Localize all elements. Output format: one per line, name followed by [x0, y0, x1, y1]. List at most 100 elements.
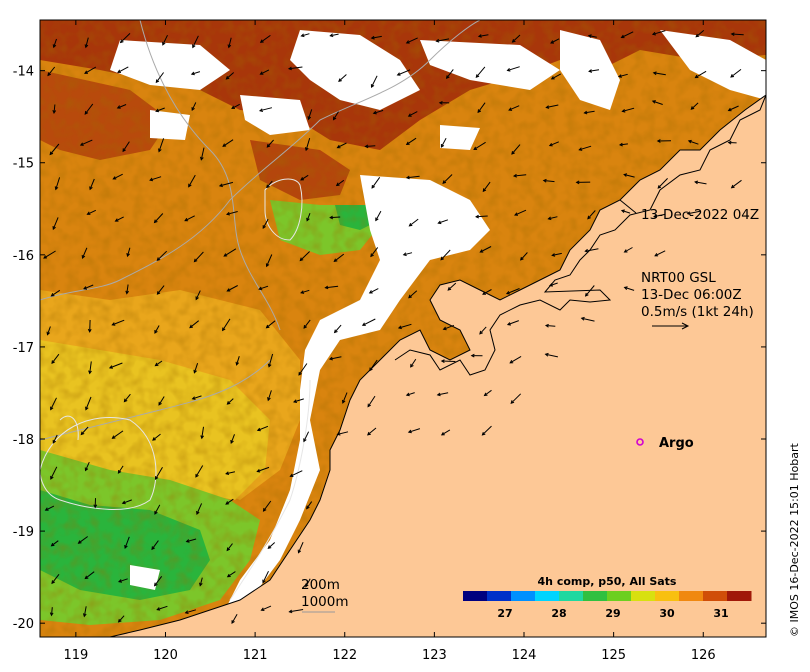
current-vector-head — [475, 74, 480, 79]
current-vector — [369, 288, 379, 294]
current-vector-head — [470, 353, 475, 358]
current-vector — [406, 175, 420, 179]
current-vector-head — [259, 39, 264, 43]
plot-frame — [39, 19, 767, 638]
current-vector-head — [338, 78, 342, 83]
current-vector — [406, 392, 415, 396]
current-vector-head — [652, 71, 657, 76]
current-vector — [225, 471, 236, 475]
current-vector-head — [49, 612, 54, 617]
current-vector — [545, 325, 556, 327]
current-vector — [409, 218, 419, 227]
current-vector — [47, 326, 51, 335]
current-vector-head — [442, 326, 447, 331]
current-vector-head — [267, 363, 272, 368]
current-vector-head — [153, 219, 158, 224]
current-vector-head — [84, 575, 89, 580]
current-vector-head — [368, 290, 373, 294]
current-vector-head — [587, 34, 592, 38]
current-vector-head — [727, 140, 732, 145]
current-vector-head — [231, 620, 235, 625]
current-vector — [222, 318, 231, 331]
current-vector — [410, 358, 417, 368]
current-vector — [124, 393, 131, 402]
current-vector — [226, 543, 233, 551]
current-vector-head — [222, 327, 226, 332]
current-vector-head — [511, 39, 516, 43]
current-vector-head — [304, 147, 309, 152]
current-vector-head — [550, 40, 555, 44]
colorbar-tick-label: 27 — [497, 607, 512, 620]
current-vector — [152, 433, 161, 441]
current-vector — [84, 571, 95, 579]
current-vector — [371, 35, 382, 39]
current-vector — [230, 434, 235, 444]
current-vector — [581, 317, 595, 322]
current-vector-head — [306, 505, 310, 510]
current-vector-head — [111, 435, 116, 439]
current-vector-head — [122, 148, 126, 153]
current-vector — [262, 570, 269, 583]
current-vector-head — [482, 188, 487, 193]
current-vector-head — [479, 249, 484, 253]
current-vector-head — [293, 399, 298, 403]
current-vector-head — [184, 610, 189, 614]
current-vector-head — [193, 369, 197, 374]
current-vector — [652, 100, 663, 105]
current-vector-head — [153, 582, 158, 587]
current-vector — [195, 290, 201, 300]
current-vector — [122, 141, 130, 152]
current-vectors — [43, 30, 744, 625]
current-vector — [184, 215, 195, 222]
current-vector-head — [218, 183, 223, 188]
current-vector-head — [405, 392, 410, 397]
current-vector-head — [52, 110, 57, 115]
current-vector — [53, 38, 57, 48]
current-vector-head — [191, 107, 195, 112]
current-vector-head — [88, 370, 92, 375]
current-vector-head — [258, 108, 264, 112]
current-vector-head — [162, 41, 166, 46]
current-vector — [510, 393, 522, 404]
current-vector — [549, 141, 559, 147]
current-vector-head — [407, 113, 412, 117]
current-vector — [329, 356, 342, 360]
current-vector — [124, 536, 130, 549]
current-vector — [120, 33, 131, 43]
current-vector — [301, 33, 310, 37]
current-vector — [112, 319, 125, 326]
current-vector — [728, 105, 739, 111]
current-vector — [227, 571, 236, 578]
current-vector-head — [483, 392, 488, 397]
current-vector — [475, 66, 486, 78]
current-vector — [219, 181, 234, 187]
current-vector-head — [260, 607, 265, 611]
current-vector — [687, 210, 701, 215]
current-vector-head — [265, 324, 270, 329]
current-vector-head — [114, 218, 119, 222]
current-vector — [506, 288, 520, 295]
current-vector — [473, 141, 486, 150]
current-vector — [266, 180, 273, 188]
current-vector-head — [79, 142, 84, 146]
current-vector — [83, 284, 94, 290]
current-vector-head — [481, 431, 486, 436]
current-vector — [260, 34, 271, 43]
current-vector — [507, 66, 520, 71]
current-vector — [654, 213, 666, 218]
current-vector — [51, 353, 60, 364]
lon-tick-label: 121 — [243, 648, 268, 663]
current-vector — [543, 180, 555, 183]
current-vector-head — [508, 107, 513, 111]
current-vector-head — [727, 107, 732, 112]
current-vector — [442, 174, 453, 184]
current-vector — [154, 213, 164, 223]
current-vector — [336, 179, 345, 186]
current-vector-head — [438, 100, 443, 105]
current-vector-head — [405, 40, 410, 44]
current-vector — [263, 500, 272, 512]
current-vector-head — [623, 249, 628, 253]
current-vector-head — [125, 290, 129, 295]
current-vector-head — [196, 510, 200, 515]
current-vector-head — [477, 34, 482, 38]
